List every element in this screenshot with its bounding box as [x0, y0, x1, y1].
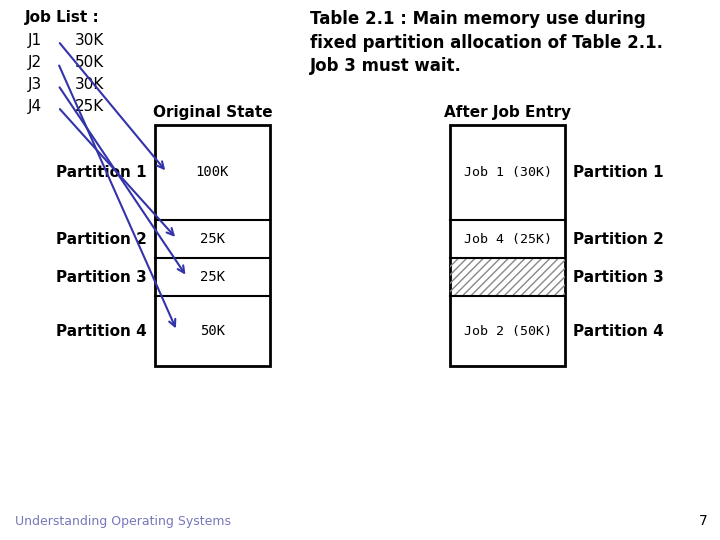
Bar [450, 258, 565, 296]
Text: Job 1 (30K): Job 1 (30K) [464, 166, 552, 179]
Text: Understanding Operating Systems: Understanding Operating Systems [15, 515, 231, 528]
Text: 7: 7 [699, 514, 708, 528]
Text: Job 4 (25K): Job 4 (25K) [464, 233, 552, 246]
Text: After Job Entry: After Job Entry [444, 105, 571, 120]
Text: Job List :: Job List : [25, 10, 100, 25]
Text: 25K: 25K [75, 99, 104, 114]
Text: 25K: 25K [200, 232, 225, 246]
Bar [155, 125, 270, 366]
Text: Table 2.1 : Main memory use during
fixed partition allocation of Table 2.1.
Job : Table 2.1 : Main memory use during fixed… [310, 10, 663, 75]
Text: J2: J2 [28, 55, 42, 70]
Bar [450, 125, 565, 366]
Text: Partition 4: Partition 4 [56, 323, 147, 339]
Text: Partition 2: Partition 2 [573, 232, 664, 246]
Text: J3: J3 [28, 77, 42, 92]
Text: Partition 3: Partition 3 [573, 269, 664, 285]
Text: Partition 1: Partition 1 [573, 165, 664, 180]
Text: Original State: Original State [153, 105, 272, 120]
Text: Partition 2: Partition 2 [56, 232, 147, 246]
Text: Partition 3: Partition 3 [56, 269, 147, 285]
Text: 100K: 100K [196, 165, 229, 179]
Text: 30K: 30K [75, 33, 104, 48]
Text: 25K: 25K [200, 270, 225, 284]
Text: J1: J1 [28, 33, 42, 48]
Text: Partition 4: Partition 4 [573, 323, 664, 339]
Text: 30K: 30K [75, 77, 104, 92]
Text: J4: J4 [28, 99, 42, 114]
Text: Job 2 (50K): Job 2 (50K) [464, 325, 552, 338]
Text: 50K: 50K [75, 55, 104, 70]
Text: 50K: 50K [200, 324, 225, 338]
Text: Partition 1: Partition 1 [56, 165, 147, 180]
